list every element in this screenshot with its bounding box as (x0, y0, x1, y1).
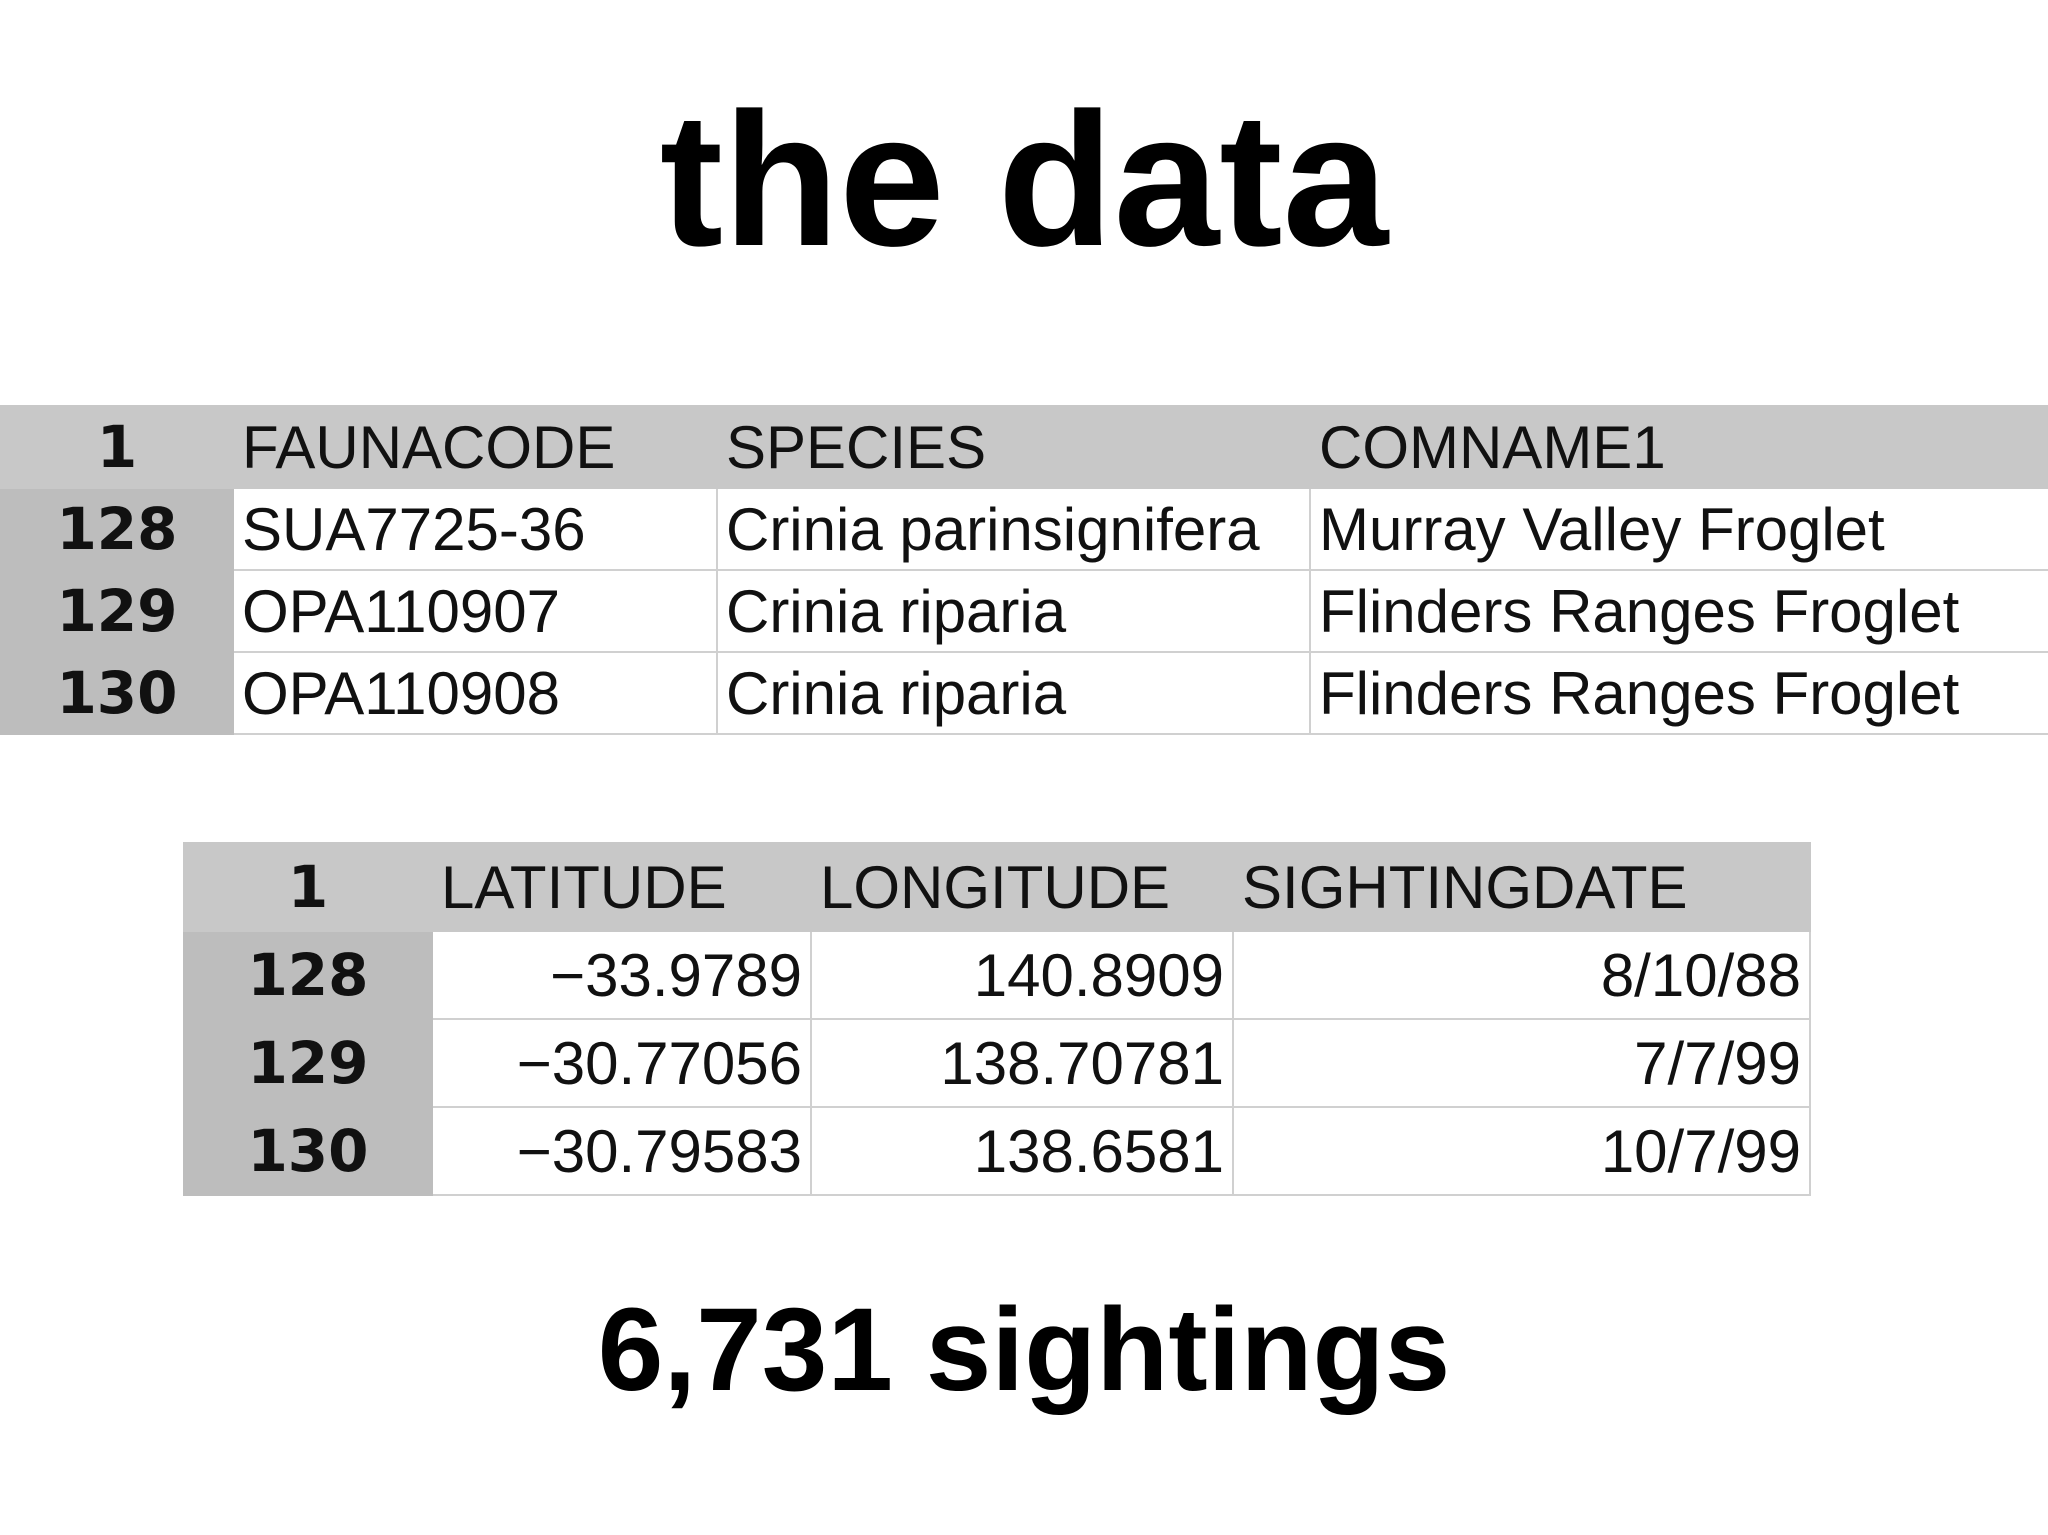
row-number: 1 (183, 842, 433, 932)
cell: −30.79583 (431, 1106, 812, 1196)
cell: 138.6581 (810, 1106, 1234, 1196)
cell: −30.77056 (431, 1018, 812, 1108)
data-row: 129 OPA110907 Crinia riparia Flinders Range… (0, 569, 2048, 653)
row-number: 129 (0, 569, 234, 653)
cell: Flinders Ranges Froglet (1309, 651, 2048, 735)
data-row: 128 SUA7725-36 Crinia parinsignifera Murray… (0, 487, 2048, 571)
cell: Crinia parinsignifera (716, 487, 1311, 571)
row-number: 129 (183, 1018, 433, 1108)
data-row: 129 −30.77056 138.70781 7/7/99 (183, 1018, 1811, 1108)
cell: Flinders Ranges Froglet (1309, 569, 2048, 653)
cell: 10/7/99 (1232, 1106, 1811, 1196)
cell: −33.9789 (431, 930, 812, 1020)
column-header: SIGHTINGDATE (1232, 842, 1811, 932)
data-row: 128 −33.9789 140.8909 8/10/88 (183, 930, 1811, 1020)
species-table: 1 FAUNACODE SPECIES COMNAME1 128 SUA7725-36 Cr… (0, 405, 2048, 735)
column-header: FAUNACODE (232, 405, 718, 489)
row-number: 130 (183, 1106, 433, 1196)
cell: SUA7725-36 (232, 487, 718, 571)
column-header: SPECIES (716, 405, 1311, 489)
column-header: LATITUDE (431, 842, 812, 932)
cell: 7/7/99 (1232, 1018, 1811, 1108)
data-row: 130 −30.79583 138.6581 10/7/99 (183, 1106, 1811, 1196)
location-table: 1 LATITUDE LONGITUDE SIGHTINGDATE 128 −33.978… (183, 842, 1811, 1196)
cell: Murray Valley Froglet (1309, 487, 2048, 571)
header-row: 1 LATITUDE LONGITUDE SIGHTINGDATE (183, 842, 1811, 932)
cell: 8/10/88 (1232, 930, 1811, 1020)
row-number: 130 (0, 651, 234, 735)
cell: 140.8909 (810, 930, 1234, 1020)
row-number: 128 (0, 487, 234, 571)
data-row: 130 OPA110908 Crinia riparia Flinders Range… (0, 651, 2048, 735)
sightings-count: 6,731 sightings (597, 1284, 1451, 1416)
row-number: 128 (183, 930, 433, 1020)
slide-title: the data (659, 74, 1389, 286)
column-header: COMNAME1 (1309, 405, 2048, 489)
cell: OPA110908 (232, 651, 718, 735)
cell: Crinia riparia (716, 651, 1311, 735)
header-row: 1 FAUNACODE SPECIES COMNAME1 (0, 405, 2048, 489)
cell: Crinia riparia (716, 569, 1311, 653)
row-number: 1 (0, 405, 234, 489)
column-header: LONGITUDE (810, 842, 1234, 932)
cell: OPA110907 (232, 569, 718, 653)
cell: 138.70781 (810, 1018, 1234, 1108)
